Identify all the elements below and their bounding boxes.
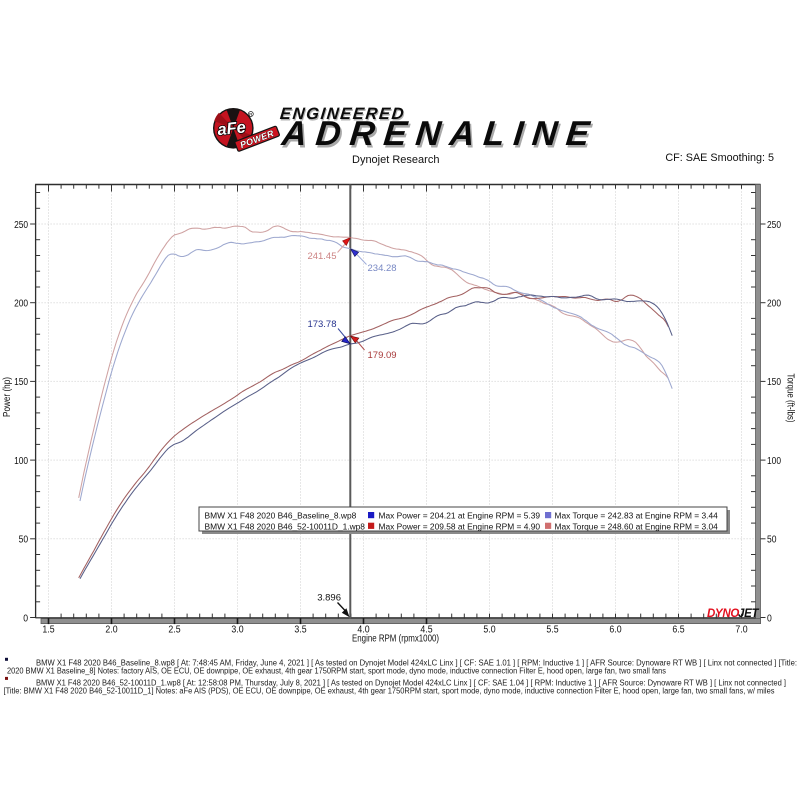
svg-text:2.5: 2.5 [168,624,181,635]
svg-text:6.0: 6.0 [609,624,622,635]
svg-text:5.0: 5.0 [483,624,496,635]
svg-text:173.78: 173.78 [307,319,336,330]
svg-text:1.5: 1.5 [42,624,55,635]
svg-text:Engine RPM (rpmx1000): Engine RPM (rpmx1000) [352,634,439,645]
svg-text:3.0: 3.0 [231,624,244,635]
svg-text:DYNOJET: DYNOJET [707,608,759,620]
svg-text:Max Torque = 242.83 at Engine: Max Torque = 242.83 at Engine RPM = 3.44 [555,511,719,521]
svg-text:BMW X1 F48 2020 B46_Baseline_8: BMW X1 F48 2020 B46_Baseline_8.wp8 [205,511,357,521]
svg-text:[Title: BMW X1 F48 2020 B46_52: [Title: BMW X1 F48 2020 B46_52-10011D_1]… [4,687,775,696]
svg-text:aFe: aFe [217,118,247,139]
svg-text:7.0: 7.0 [735,624,748,635]
svg-text:4.5: 4.5 [420,624,433,635]
svg-text:241.45: 241.45 [307,251,336,262]
svg-text:BMW X1 F48 2020 B46_Baseline_8: BMW X1 F48 2020 B46_Baseline_8.wp8 [ At:… [36,658,797,667]
svg-text:Torque (ft-lbs): Torque (ft-lbs) [785,374,796,423]
svg-text:200: 200 [14,299,28,310]
svg-text:2020 BMW X1 Baseline_8] Notes: 2020 BMW X1 Baseline_8] Notes: factory A… [7,667,666,676]
svg-text:Max Power = 204.21 at Engine R: Max Power = 204.21 at Engine RPM = 5.39 [379,511,541,521]
svg-text:250: 250 [767,220,781,231]
svg-text:3.896: 3.896 [317,593,341,604]
svg-text:Max Power = 209.58 at Engine R: Max Power = 209.58 at Engine RPM = 4.90 [379,521,541,531]
svg-text:100: 100 [14,456,28,467]
svg-text:BMW X1 F48 2020 B46_52-10011D_: BMW X1 F48 2020 B46_52-10011D_1.wp8 [ At… [36,679,786,688]
svg-text:5.5: 5.5 [546,624,559,635]
svg-text:Power (hp): Power (hp) [2,377,13,417]
svg-text:234.28: 234.28 [368,263,397,274]
svg-text:3.5: 3.5 [294,624,307,635]
svg-text:R: R [249,112,253,117]
svg-text:50: 50 [767,535,777,546]
svg-text:0: 0 [23,613,28,624]
svg-text:250: 250 [14,220,28,231]
svg-text:0: 0 [767,613,772,624]
svg-text:150: 150 [767,377,781,388]
svg-text:2.0: 2.0 [105,624,118,635]
svg-text:BMW X1 F48 2020 B46_52-10011D_: BMW X1 F48 2020 B46_52-10011D_1.wp8 [205,521,366,531]
svg-text:179.09: 179.09 [368,350,397,361]
svg-text:50: 50 [19,535,29,546]
svg-text:200: 200 [767,299,781,310]
svg-text:Max Torque = 248.60 at Engine: Max Torque = 248.60 at Engine RPM = 3.04 [555,521,719,531]
svg-text:100: 100 [767,456,781,467]
svg-text:150: 150 [14,377,28,388]
svg-text:4.0: 4.0 [357,624,370,635]
svg-text:6.5: 6.5 [672,624,685,635]
